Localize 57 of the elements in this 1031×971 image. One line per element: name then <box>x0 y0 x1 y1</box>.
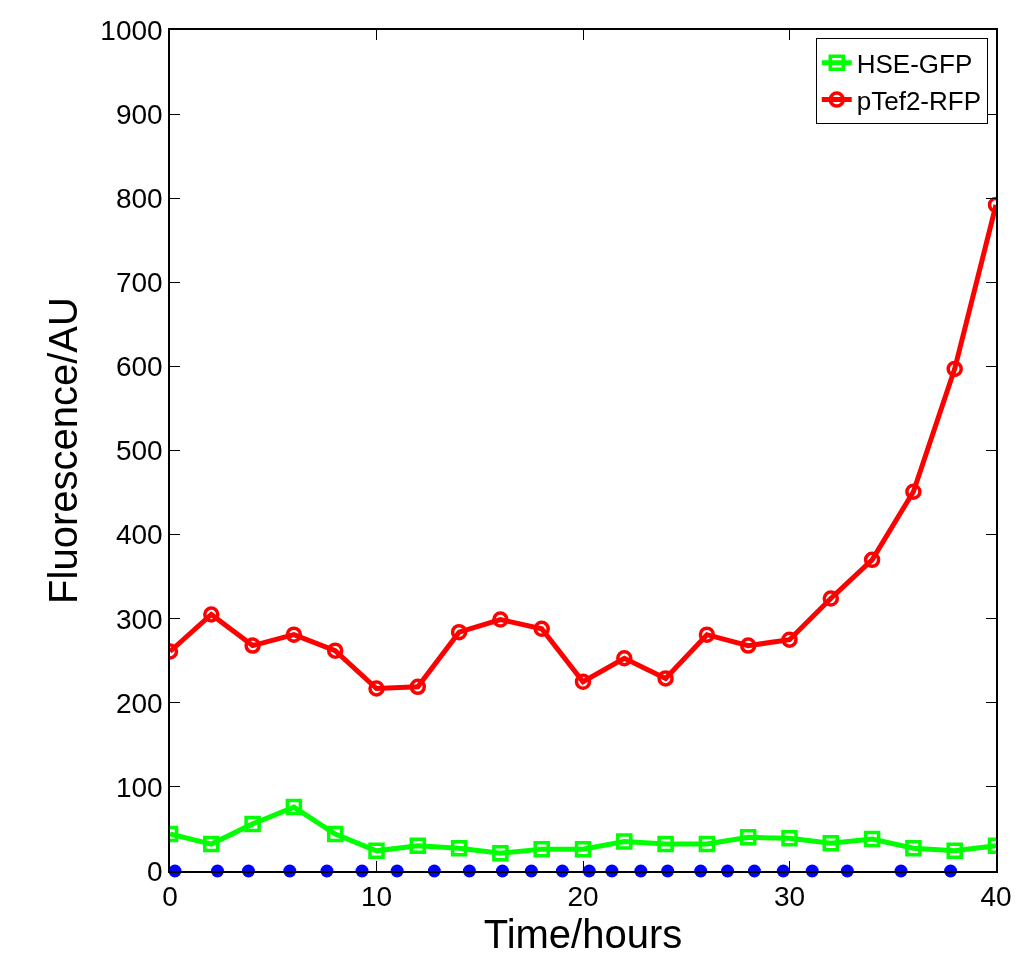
point <box>244 637 261 654</box>
point <box>781 829 798 847</box>
point <box>946 842 963 860</box>
point <box>739 637 757 654</box>
point <box>492 611 509 628</box>
point <box>450 623 468 641</box>
point <box>905 840 922 857</box>
point <box>368 842 385 860</box>
point <box>533 620 550 638</box>
y-tick-label: 800 <box>115 183 163 214</box>
point <box>574 673 592 691</box>
point <box>739 829 757 846</box>
point <box>574 840 592 858</box>
x-tick-label: 40 <box>980 881 1012 913</box>
y-axis-title: Fluorescence/AU <box>41 297 86 604</box>
point <box>326 642 344 659</box>
y-tick-label: 100 <box>115 771 163 803</box>
point <box>409 837 427 855</box>
point <box>822 590 840 607</box>
y-tick-label: 400 <box>115 519 163 551</box>
y-tick-label: 0 <box>147 855 163 887</box>
y-tick-label: 200 <box>115 687 163 719</box>
point <box>616 649 633 667</box>
point <box>781 631 798 648</box>
point <box>326 825 344 843</box>
point <box>946 360 963 378</box>
y-tick-label: 700 <box>115 267 163 299</box>
y-tick-label: 500 <box>115 435 163 467</box>
legend-label: HSE-GFP <box>856 48 973 79</box>
x-tick-label: 30 <box>773 881 806 913</box>
legend-label: pTef2-RFP <box>856 85 982 116</box>
point <box>450 840 468 857</box>
point <box>863 830 881 848</box>
point <box>203 835 220 853</box>
x-tick-label: 20 <box>567 881 599 913</box>
point <box>492 845 509 862</box>
point <box>657 835 674 853</box>
point <box>863 551 881 569</box>
point <box>368 680 385 697</box>
y-tick-label: 600 <box>115 351 163 383</box>
point <box>409 678 427 696</box>
y-tick-label: 300 <box>115 603 163 635</box>
point <box>822 835 840 852</box>
point <box>698 626 716 643</box>
y-tick-label: 1000 <box>100 14 163 46</box>
point <box>285 798 303 816</box>
point <box>616 833 633 850</box>
x-tick-label: 10 <box>360 881 393 913</box>
point <box>698 835 716 853</box>
y-tick-label: 900 <box>115 98 163 130</box>
point <box>533 840 550 858</box>
x-axis-title: Time/hours <box>483 912 683 957</box>
point <box>285 626 303 643</box>
point <box>657 670 674 687</box>
point <box>244 815 261 833</box>
point <box>905 483 922 500</box>
point <box>203 606 220 623</box>
